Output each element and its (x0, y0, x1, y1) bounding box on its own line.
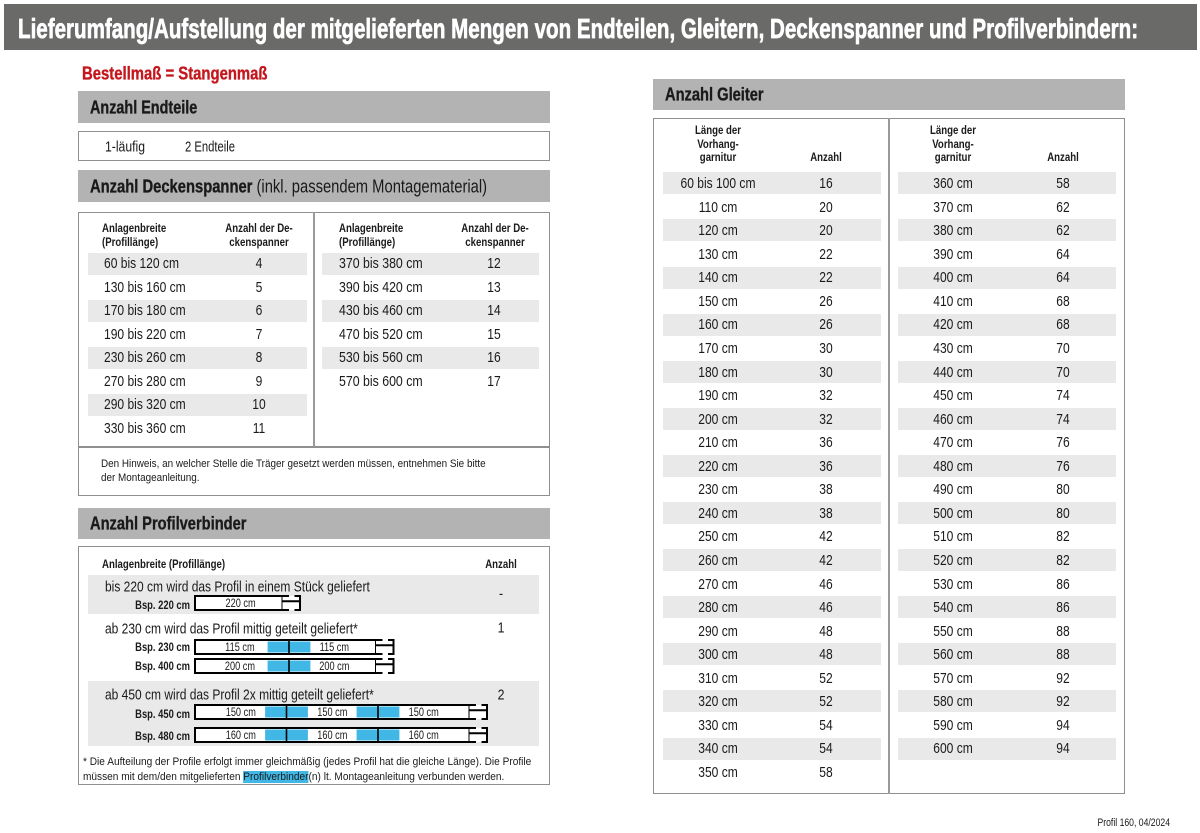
svg-text:220 cm: 220 cm (225, 599, 255, 611)
svg-text:150 cm: 150 cm (226, 708, 256, 720)
svg-text:160 cm: 160 cm (409, 730, 439, 742)
svg-text:160 cm: 160 cm (317, 730, 347, 742)
svg-text:200 cm: 200 cm (319, 661, 349, 673)
svg-text:150 cm: 150 cm (317, 708, 347, 720)
svg-text:115 cm: 115 cm (320, 642, 349, 654)
svg-text:150 cm: 150 cm (409, 708, 439, 720)
svg-text:115 cm: 115 cm (225, 642, 254, 654)
svg-text:160 cm: 160 cm (226, 730, 256, 742)
svg-text:200 cm: 200 cm (225, 661, 255, 673)
